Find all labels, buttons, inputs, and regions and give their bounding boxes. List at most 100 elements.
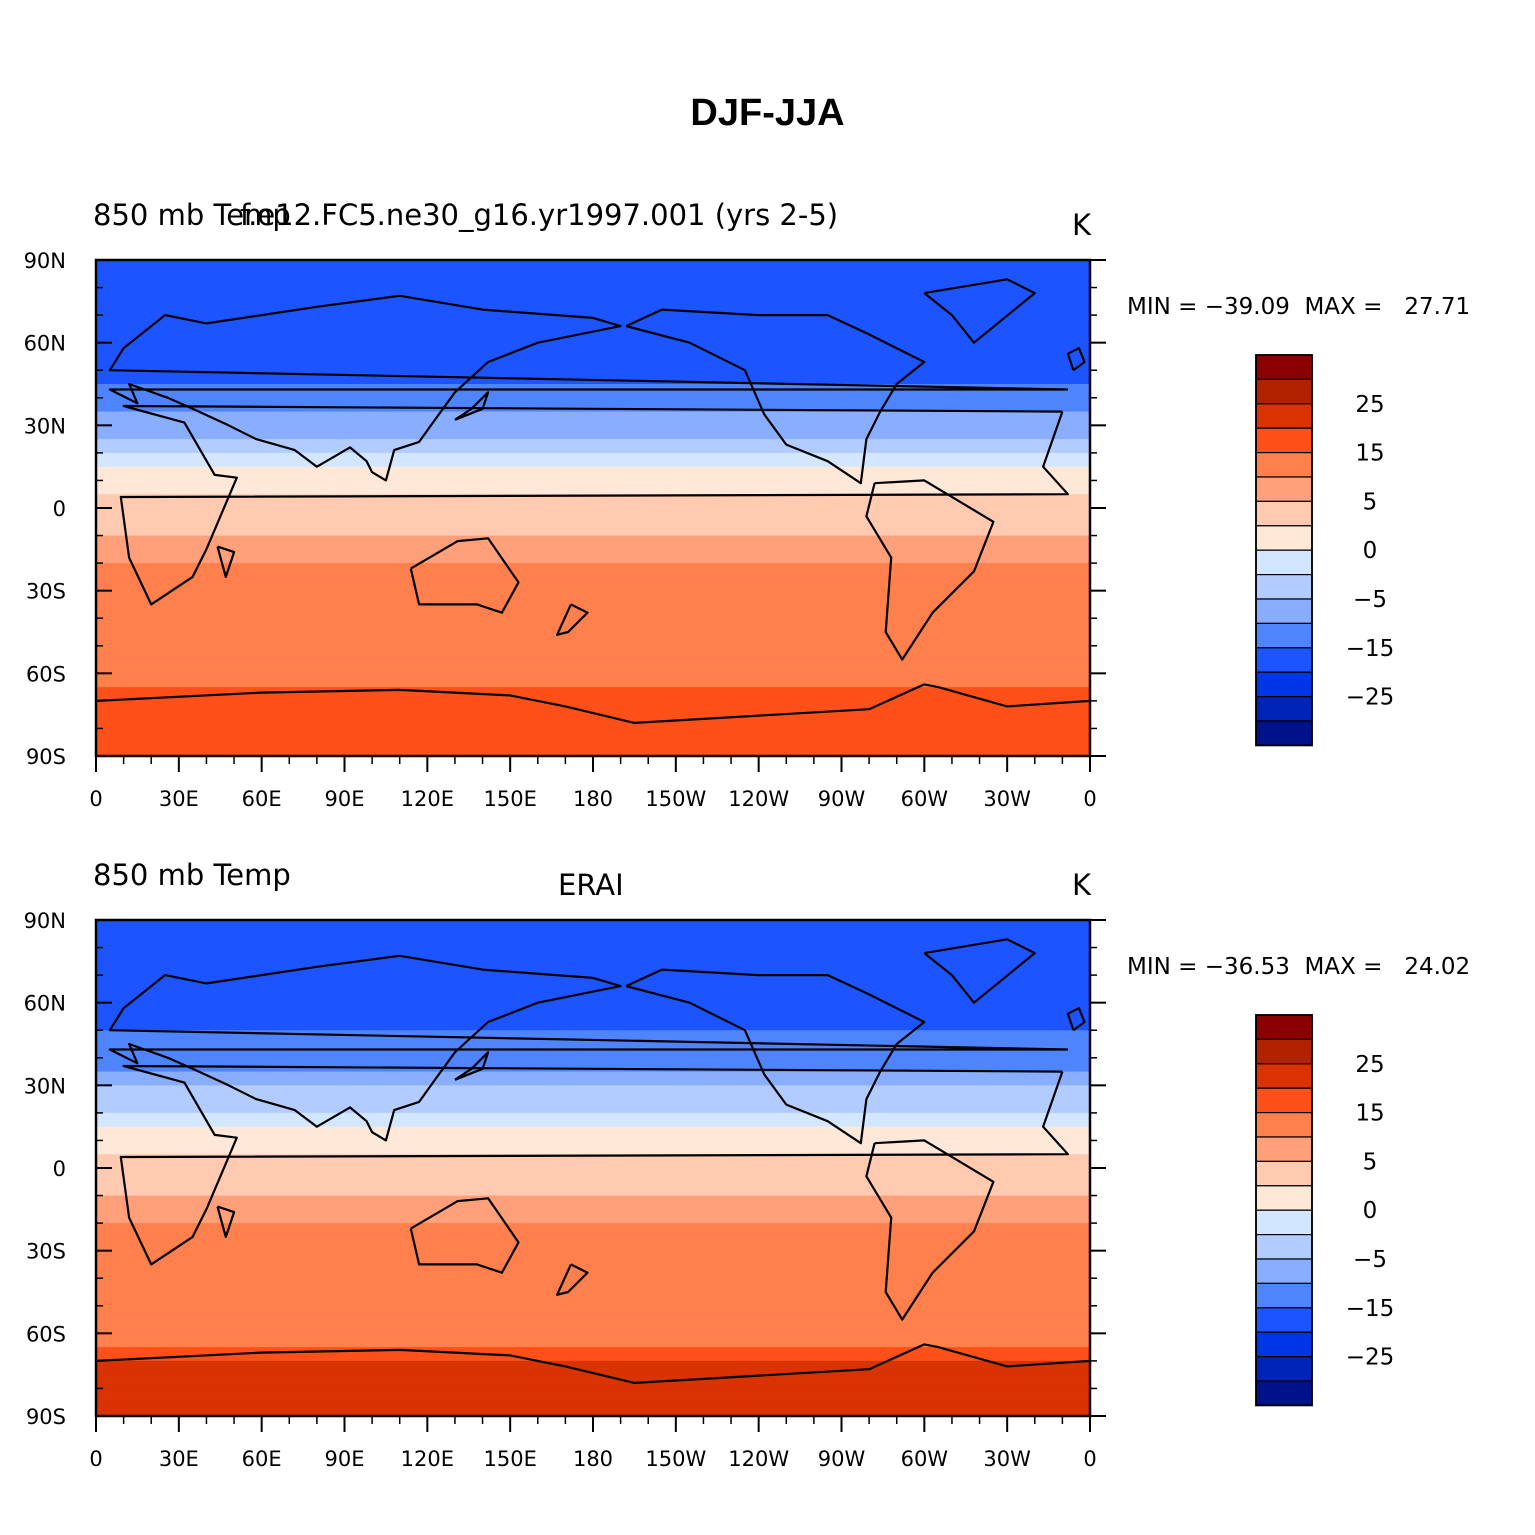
colorbar-label: −25 [1346, 1345, 1395, 1371]
colorbar-swatch [1255, 1038, 1313, 1065]
lon-tick-label: 0 [89, 787, 102, 811]
lat-tick-label: 0 [53, 1157, 66, 1181]
contour-band [96, 1168, 1090, 1183]
colorbar-swatch [1255, 1063, 1313, 1089]
colorbar-swatch [1255, 647, 1313, 673]
contour-band [96, 315, 1090, 330]
contour-band [96, 742, 1090, 757]
colorbar-label: −5 [1353, 587, 1387, 613]
lon-tick-label: 120W [728, 787, 789, 811]
contour-band [96, 920, 1090, 935]
colorbar-label: 5 [1363, 489, 1378, 515]
contour-band [96, 988, 1090, 1004]
coastline [119, 404, 1069, 606]
contour-band [96, 1374, 1090, 1389]
colorbar-frame [1255, 1014, 1313, 1407]
contour-band [96, 370, 1090, 385]
contour-band [96, 384, 1090, 399]
contour-band [96, 508, 1090, 523]
lon-tick-label: 90W [818, 787, 866, 811]
contour-band [96, 563, 1090, 578]
contour-band [96, 535, 1090, 550]
colorbar-swatch [1255, 1331, 1313, 1358]
colorbar-swatch [1255, 1014, 1313, 1040]
lon-tick-label: 0 [1083, 787, 1096, 811]
coastline [95, 683, 1091, 724]
map-plot-model: 90N 60N 30N 0 30S 60S 90S 0 30E 60E 90E 120E 150E 180… [24, 249, 1106, 811]
contour-band [96, 645, 1090, 661]
lat-tick-label: 90S [26, 745, 66, 769]
colorbar-label: −15 [1346, 636, 1395, 662]
lat-tick-label: 60S [26, 1322, 66, 1346]
lon-tick-label: 120E [401, 787, 454, 811]
lon-tick-label: 60W [901, 787, 949, 811]
contour-band [96, 1236, 1090, 1252]
contour-band [96, 1002, 1090, 1017]
colorbar-label: −25 [1346, 685, 1395, 711]
coastline [216, 545, 236, 578]
colorbar-swatch [1255, 427, 1313, 454]
contour-band [96, 947, 1090, 962]
contour-band [96, 342, 1090, 357]
contour-band [96, 1305, 1090, 1321]
panel-left-label: 850 mb Temp [93, 858, 291, 892]
colorbar-swatch [1255, 622, 1313, 649]
colorbar-label: 15 [1355, 1101, 1384, 1127]
contour-band [96, 549, 1090, 564]
coastline [556, 1263, 589, 1296]
colorbar-swatch [1255, 525, 1313, 551]
colorbar-swatch [1255, 1356, 1313, 1382]
lon-tick-label: 0 [1083, 1447, 1096, 1471]
lon-tick-label: 60E [242, 1447, 282, 1471]
contour-band [96, 1099, 1090, 1114]
colorbar-swatch [1255, 1307, 1313, 1333]
contour-band [96, 411, 1090, 426]
coastline [923, 278, 1036, 344]
lat-tick-label: 30N [24, 1074, 66, 1098]
contour-band [96, 728, 1090, 743]
colorbar-swatch [1255, 403, 1313, 429]
lon-tick-label: 150W [645, 1447, 706, 1471]
lon-tick-label: 150E [483, 787, 536, 811]
lon-tick-label: 0 [89, 1447, 102, 1471]
coastline [1066, 1007, 1086, 1032]
figure-title: DJF-JJA [690, 92, 845, 134]
contour-band [96, 1223, 1090, 1238]
lon-tick-label: 30W [983, 787, 1031, 811]
contour-band [96, 1278, 1090, 1293]
contour-band [96, 494, 1090, 509]
coastline [1066, 347, 1086, 372]
colorbar-swatch [1255, 549, 1313, 576]
colorbar-swatch [1255, 1136, 1313, 1162]
coastline [119, 1064, 1069, 1266]
panel-min-max: MIN = −39.09 MAX = 27.71 [1127, 294, 1471, 320]
coastline [108, 954, 1068, 1142]
panel-units-label: K [1072, 208, 1092, 242]
contour-band [96, 439, 1090, 454]
coastline [216, 1205, 236, 1238]
panel-min-max: MIN = −36.53 MAX = 24.02 [1127, 954, 1471, 980]
contour-band [96, 1071, 1090, 1086]
colorbar-label: 25 [1355, 1052, 1384, 1078]
contour-band [96, 659, 1090, 674]
coastline [625, 308, 926, 485]
colorbar-swatch [1255, 1234, 1313, 1260]
contour-band [96, 1126, 1090, 1141]
coastline [409, 537, 520, 614]
colorbar-swatch [1255, 354, 1313, 380]
contour-band [96, 975, 1090, 990]
contour-band [96, 356, 1090, 371]
contour-band [96, 1030, 1090, 1045]
contour-band [96, 397, 1090, 413]
lon-tick-label: 120W [728, 1447, 789, 1471]
lon-tick-label: 30W [983, 1447, 1031, 1471]
contour-band [96, 933, 1090, 949]
coastline [556, 603, 589, 636]
contour-band [96, 604, 1090, 619]
lat-tick-label: 90N [24, 909, 66, 933]
contour-band [96, 1250, 1090, 1265]
colorbar-swatch [1255, 1380, 1313, 1406]
colorbar-label: 15 [1355, 441, 1384, 467]
colorbar-observation: 25 15 5 0 −5 −15 −25 [1255, 1014, 1395, 1407]
contour-band [96, 618, 1090, 633]
